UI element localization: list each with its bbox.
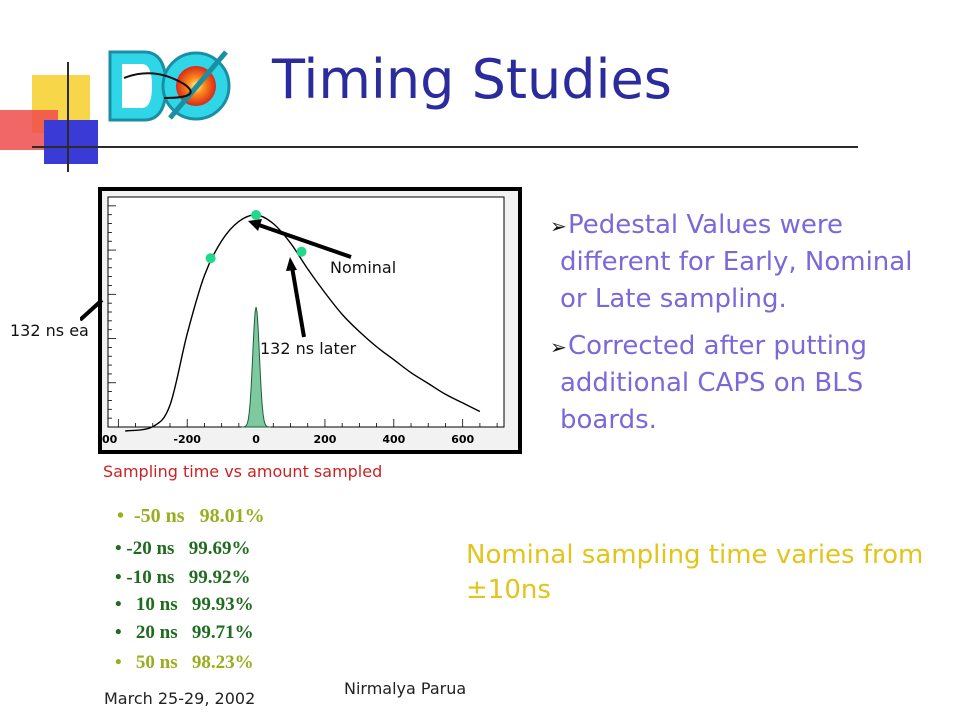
footer-author: Nirmalya Parua <box>344 679 467 698</box>
bullet-item: ➢ Corrected after putting additional CAP… <box>548 328 918 439</box>
x-tick-label: 0 <box>252 433 260 446</box>
timing-curve <box>125 214 481 432</box>
chart-frame: 00 -200 0 200 400 600 <box>98 187 522 454</box>
title-rule <box>32 146 858 148</box>
callout-early: 132 ns ea <box>10 321 89 340</box>
bullet-item: ➢ Pedestal Values were different for Ear… <box>548 207 918 318</box>
sampling-stat-item: • -10 ns 99.92% <box>115 567 251 588</box>
callout-later: 132 ns later <box>260 339 357 358</box>
x-tick-label: 400 <box>382 433 405 446</box>
d0-logo-graphic <box>108 50 231 122</box>
footer-date: March 25-29, 2002 <box>104 689 256 708</box>
d0-logo <box>104 46 234 126</box>
x-tick-label: -200 <box>173 433 201 446</box>
later-arrow <box>290 266 306 338</box>
bullet-text: Corrected after putting additional CAPS … <box>560 331 868 435</box>
arrow-bullet-icon: ➢ <box>550 335 567 359</box>
timing-chart: 00 -200 0 200 400 600 <box>102 191 518 450</box>
sampling-point-marker <box>251 210 262 220</box>
sampling-stat-item: • -20 ns 99.69% <box>115 538 251 559</box>
x-tick-label: 200 <box>313 433 336 446</box>
bullet-text: Pedestal Values were different for Early… <box>560 210 913 314</box>
sampling-point-marker <box>205 253 216 264</box>
nominal-note: Nominal sampling time varies from ±10ns <box>466 540 924 605</box>
sampling-point-marker <box>296 246 307 257</box>
later-arrowhead <box>286 257 297 271</box>
nominal-arrowhead <box>248 219 262 231</box>
arrow-bullet-icon: ➢ <box>550 214 567 238</box>
decor-vertical-line <box>67 62 69 172</box>
x-tick-label: 600 <box>451 433 474 446</box>
chart-caption: Sampling time vs amount sampled <box>103 462 383 481</box>
sampling-stat-item: • 10 ns 99.93% <box>115 594 254 615</box>
decor-square-blue <box>44 120 98 164</box>
sampling-stat-item: • 20 ns 99.71% <box>115 622 254 643</box>
sampling-stat-item: • -50 ns 98.01% <box>117 505 265 527</box>
slide-title: Timing Studies <box>272 48 672 111</box>
early-arrow <box>80 298 104 322</box>
callout-nominal: Nominal <box>330 258 397 277</box>
bullet-list: ➢ Pedestal Values were different for Ear… <box>548 207 918 449</box>
sampled-histogram <box>241 306 271 428</box>
sampling-stat-item: • 50 ns 98.23% <box>115 652 254 673</box>
chart-plot-area <box>107 196 505 428</box>
x-tick-label: 00 <box>102 433 118 446</box>
nominal-arrow <box>255 222 352 259</box>
